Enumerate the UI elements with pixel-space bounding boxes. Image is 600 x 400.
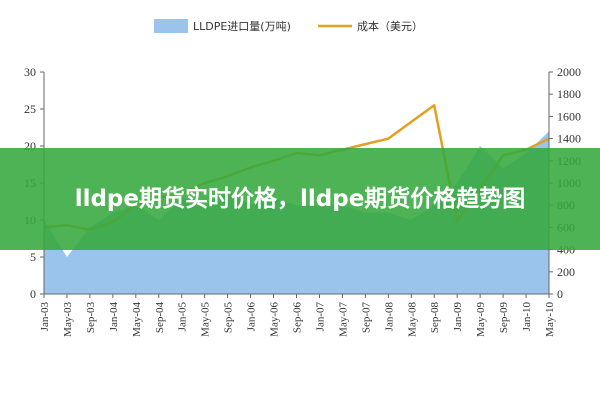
x-tick-label: Jan-08 — [383, 302, 395, 332]
page-title: lldpe期货实时价格，lldpe期货价格趋势图 — [74, 186, 526, 212]
y-left-tick-label: 0 — [30, 287, 36, 301]
x-tick-label: May-05 — [200, 302, 212, 337]
x-tick-label: May-08 — [406, 302, 418, 337]
x-tick-label: May-07 — [337, 302, 349, 337]
x-tick-label: Jan-05 — [177, 302, 189, 332]
y-right-tick-label: 1800 — [557, 87, 581, 101]
x-tick-label: May-06 — [269, 302, 281, 337]
x-axis: Jan-03 May-03 Sep-03 Jan-04 May-04 Sep-04 Jan-… — [39, 293, 556, 337]
y-left-tick-label: 5 — [30, 250, 36, 264]
x-tick-label: Jan-04 — [108, 302, 120, 332]
legend-label-cost: 成本（美元） — [357, 19, 423, 33]
x-tick-label: Sep-07 — [360, 302, 372, 334]
y-left-tick-label: 25 — [24, 102, 36, 116]
x-tick-label: May-10 — [544, 302, 556, 337]
x-tick-label: May-03 — [62, 302, 74, 337]
legend-label-import-volume: LLDPE进口量(万吨) — [193, 20, 291, 33]
y-right-tick-label: 2000 — [557, 65, 581, 79]
x-tick-label: Jan-07 — [314, 302, 326, 332]
x-tick-label: Sep-05 — [223, 302, 235, 334]
chart-legend: LLDPE进口量(万吨) 成本（美元） — [154, 19, 423, 33]
y-right-tick-label: 0 — [557, 287, 563, 301]
y-right-tick-label: 1600 — [557, 109, 581, 123]
legend-swatch-import-volume — [154, 19, 188, 33]
x-tick-label: Jan-09 — [452, 302, 464, 332]
x-tick-label: May-09 — [475, 302, 487, 337]
y-right-tick-label: 200 — [557, 265, 575, 279]
x-tick-label: Sep-04 — [154, 302, 166, 334]
y-right-tick-label: 1400 — [557, 132, 581, 146]
x-tick-label: Jan-06 — [246, 302, 258, 332]
x-tick-label: Sep-03 — [85, 302, 97, 334]
y-left-tick-label: 30 — [24, 65, 36, 79]
x-tick-label: Jan-10 — [521, 302, 533, 332]
x-tick-label: Sep-09 — [498, 302, 510, 334]
x-tick-label: May-04 — [131, 302, 143, 337]
x-tick-label: Sep-08 — [429, 302, 441, 334]
x-tick-label: Sep-06 — [292, 302, 304, 334]
x-tick-label: Jan-03 — [39, 302, 51, 332]
title-banner: lldpe期货实时价格，lldpe期货价格趋势图 — [0, 148, 600, 250]
